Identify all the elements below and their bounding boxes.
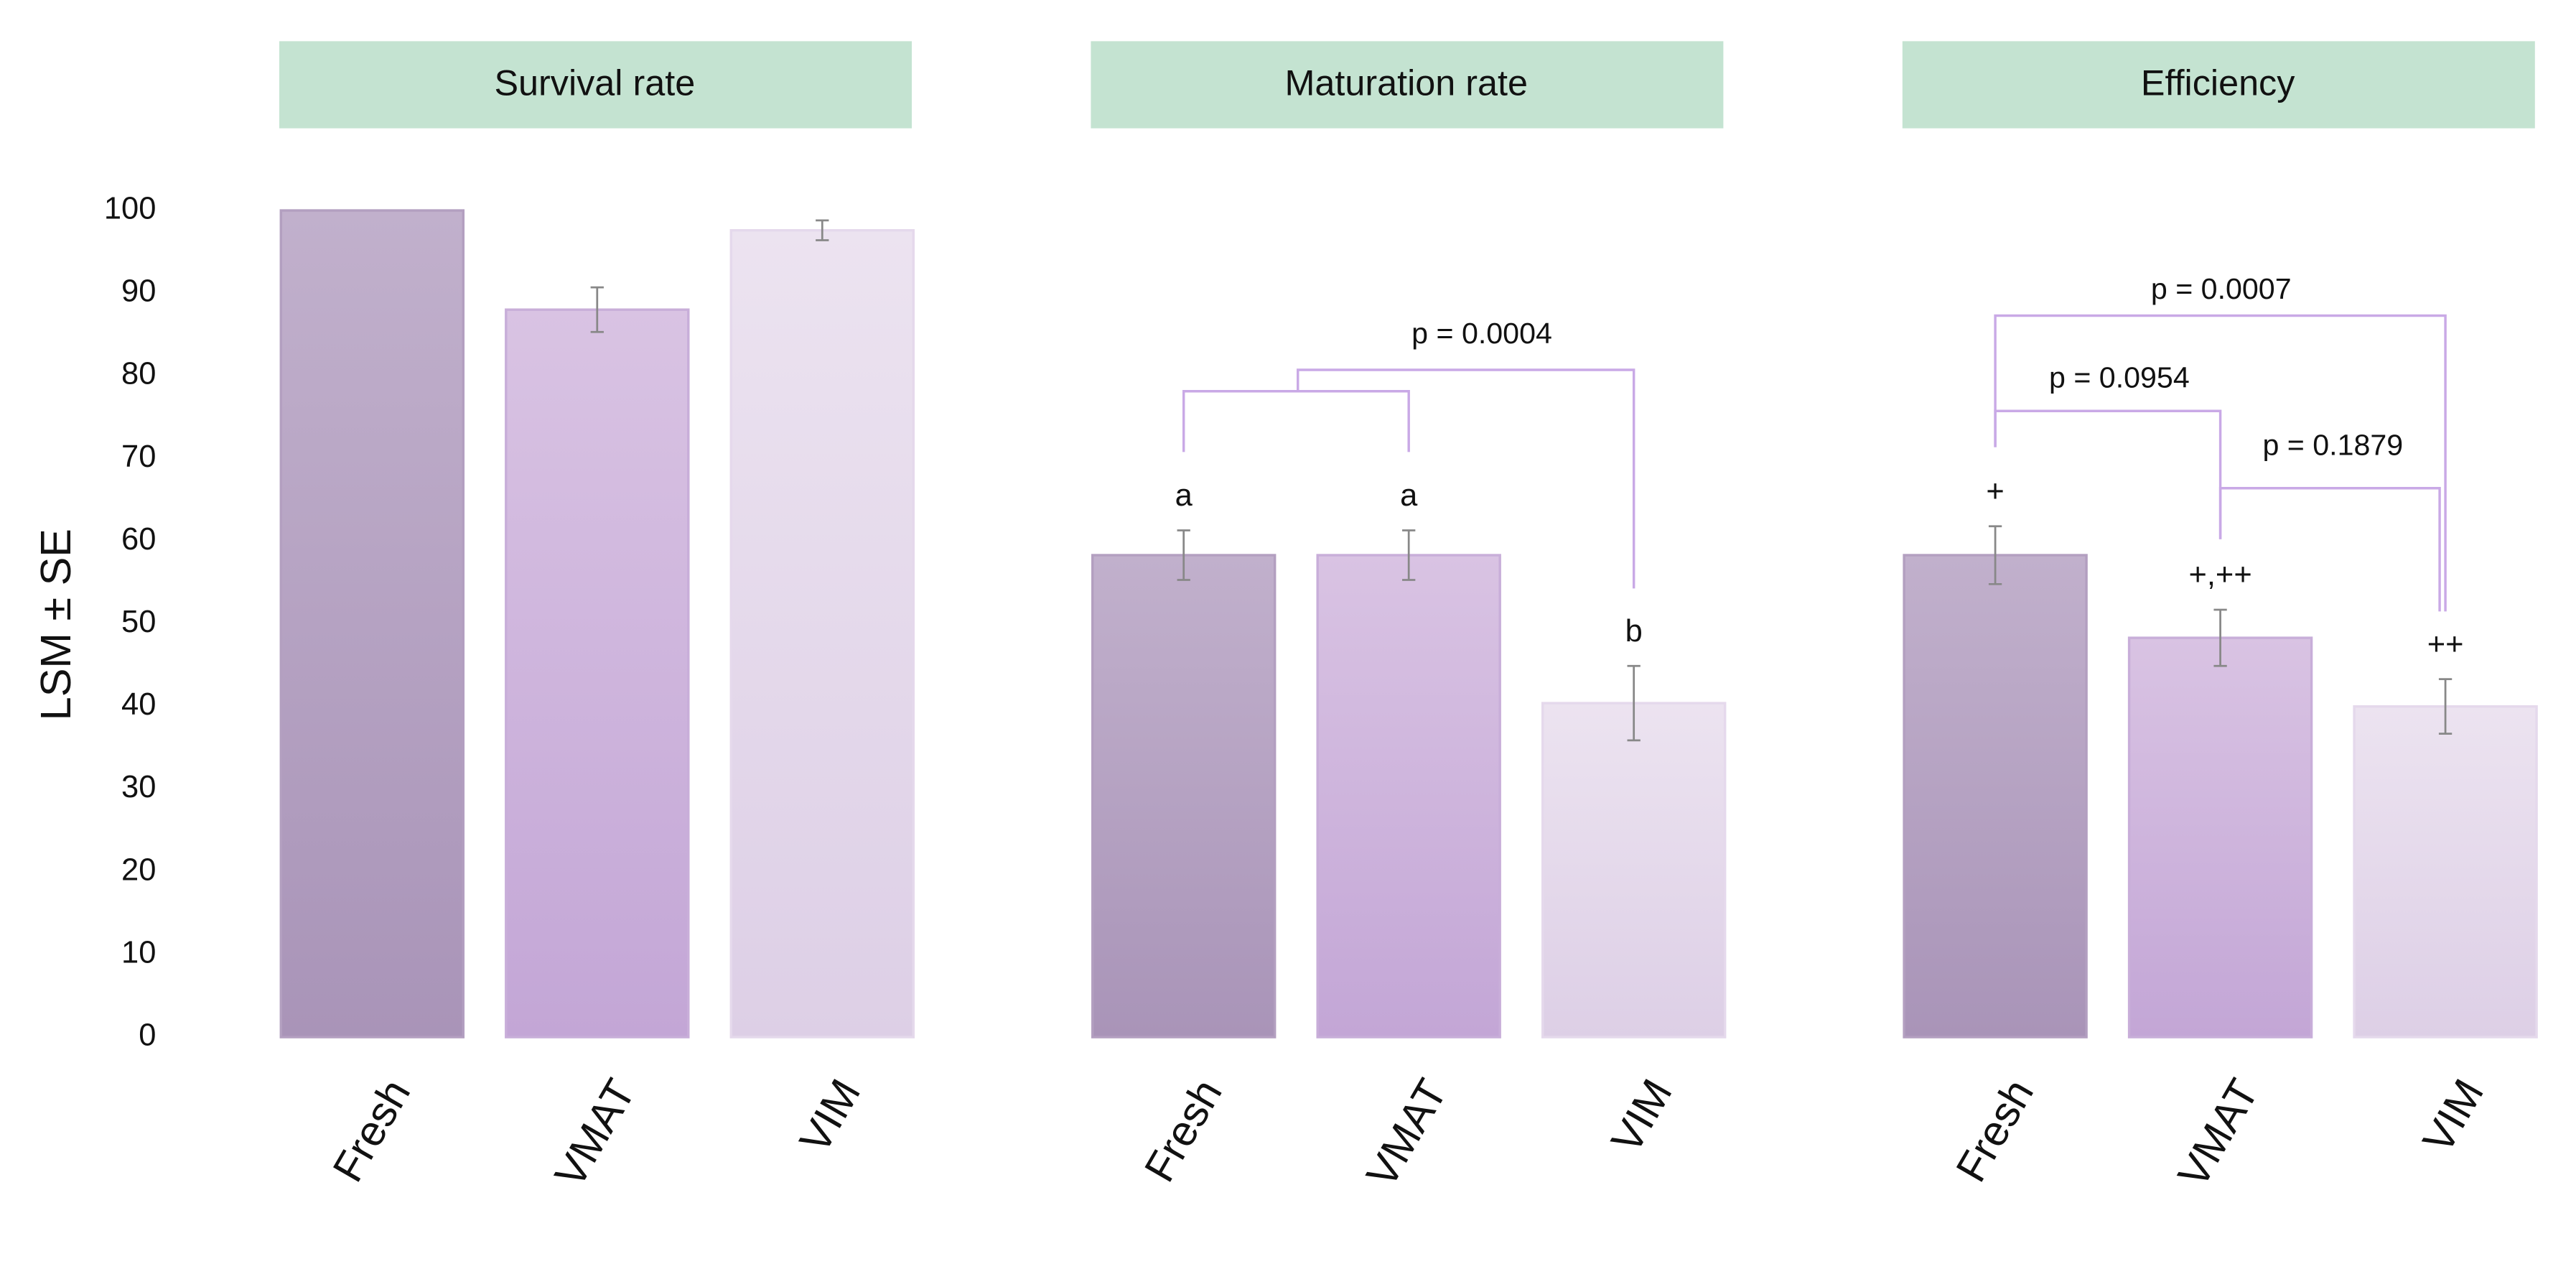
error-bar — [2438, 678, 2453, 735]
x-tick-label: VIM — [2413, 1071, 2493, 1161]
group-label: + — [1986, 474, 2004, 508]
p-value: p = 0.0954 — [2049, 361, 2190, 394]
bracket — [1994, 409, 2222, 539]
error-bar — [816, 219, 829, 241]
x-tick-label: VIM — [790, 1071, 869, 1161]
panel-header — [279, 41, 912, 129]
bar — [1541, 702, 1727, 1038]
y-tick-label: 20 — [121, 852, 156, 887]
group-label: b — [1625, 614, 1643, 649]
error-bar — [590, 286, 604, 333]
x-tick-label: Fresh — [323, 1071, 419, 1189]
x-tick-label: VMAT — [2168, 1071, 2267, 1195]
error-bar — [2213, 608, 2227, 667]
group-label: a — [1175, 478, 1193, 513]
x-tick-label: VMAT — [545, 1071, 644, 1195]
bar — [2353, 705, 2538, 1038]
x-tick-label: Fresh — [1946, 1071, 2043, 1189]
x-tick-label: Fresh — [1135, 1071, 1231, 1189]
error-bar — [1402, 529, 1416, 581]
panel-header — [1902, 41, 2535, 129]
p-value: p = 0.1879 — [2262, 428, 2403, 461]
y-tick-label: 70 — [121, 440, 156, 474]
group-label: ++ — [2427, 627, 2464, 661]
p-value: p = 0.0007 — [2151, 272, 2292, 305]
y-tick-label: 30 — [121, 770, 156, 804]
error-bar — [1177, 529, 1190, 581]
y-axis-title: LSM ± SE — [32, 529, 80, 720]
bar — [1316, 554, 1501, 1038]
y-tick-label: 90 — [121, 274, 156, 309]
y-tick-label: 10 — [121, 935, 156, 970]
y-tick-label: 0 — [139, 1018, 156, 1053]
panel-title: Efficiency — [2141, 62, 2295, 103]
panel-title: Survival rate — [494, 62, 695, 103]
bracket — [1182, 390, 1410, 452]
bar — [1091, 554, 1277, 1038]
x-tick-label: VIM — [1602, 1071, 1681, 1161]
group-label: a — [1400, 478, 1418, 513]
error-bar — [1627, 664, 1641, 742]
panel-title: Maturation rate — [1285, 62, 1529, 103]
bracket — [1994, 314, 2447, 612]
y-tick-label: 60 — [121, 522, 156, 557]
bar — [279, 209, 465, 1038]
x-tick-label: VMAT — [1357, 1071, 1456, 1195]
y-tick-label: 80 — [121, 357, 156, 391]
bar — [1903, 554, 2088, 1038]
y-tick-label: 100 — [104, 192, 157, 226]
group-label: +,++ — [2188, 558, 2251, 592]
y-tick-label: 40 — [121, 687, 156, 722]
p-value: p = 0.0004 — [1411, 317, 1552, 350]
bar — [2127, 636, 2313, 1038]
y-tick-label: 50 — [121, 605, 156, 639]
bar — [505, 308, 690, 1038]
bracket — [2218, 487, 2441, 612]
bracket — [1297, 368, 1635, 589]
error-bar — [1988, 525, 2002, 585]
bar — [729, 228, 915, 1038]
panel-header — [1091, 41, 1724, 129]
